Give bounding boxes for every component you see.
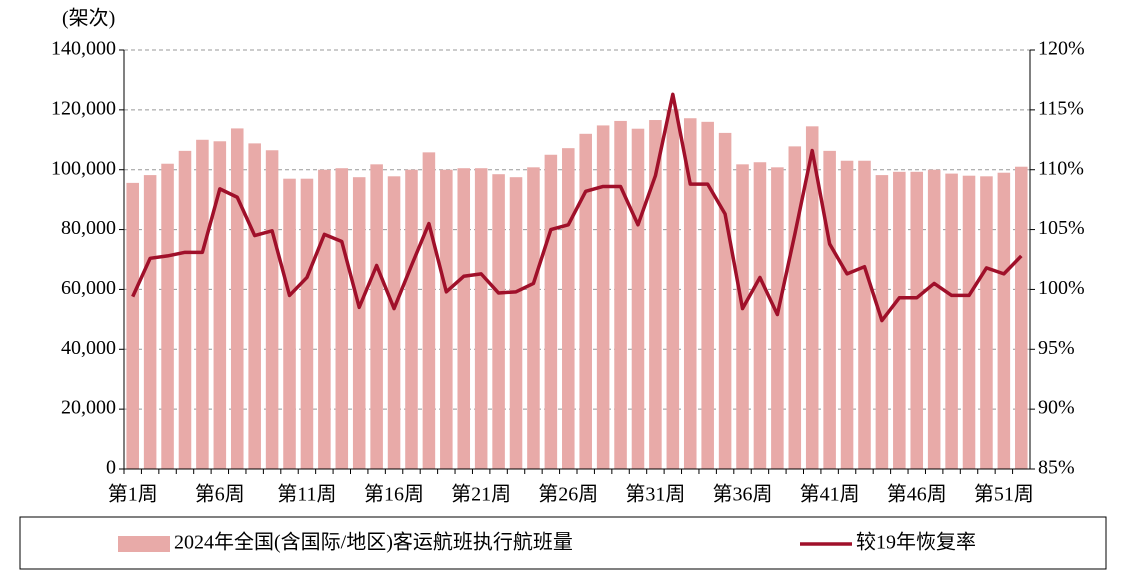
y2-tick-label: 120% <box>1038 38 1085 60</box>
legend-box <box>19 516 1107 570</box>
legend-label: 2024年全国(含国际/地区)客运航班执行航班量 <box>174 531 573 554</box>
bar <box>962 175 976 469</box>
bar <box>474 168 488 470</box>
y-tick-label: 100,000 <box>51 157 116 179</box>
y-tick-label: 60,000 <box>61 277 116 299</box>
bar <box>265 150 279 469</box>
y2-tick-label: 95% <box>1038 337 1075 359</box>
bar <box>718 132 732 469</box>
bar <box>161 163 174 469</box>
bar <box>788 146 802 469</box>
bar <box>440 169 453 469</box>
x-tick-label: 第36周 <box>713 483 773 506</box>
y-axis-label: (架次) <box>62 7 115 30</box>
x-tick-label: 第26周 <box>538 483 598 506</box>
bar <box>143 175 157 469</box>
bar <box>771 167 784 469</box>
line <box>131 92 1023 323</box>
bar <box>230 128 244 470</box>
bar <box>527 167 540 469</box>
bar <box>422 152 436 469</box>
bar <box>805 126 819 469</box>
x-tick-label: 第31周 <box>625 483 685 506</box>
bar <box>387 176 401 469</box>
bar <box>596 125 610 470</box>
bar <box>927 169 941 469</box>
bar <box>683 118 697 469</box>
y2-tick-label: 90% <box>1038 397 1075 419</box>
x-tick-label: 第51周 <box>974 483 1034 506</box>
bar <box>300 178 314 469</box>
bar <box>562 148 575 469</box>
bar <box>492 174 505 470</box>
x-tick-label: 第46周 <box>887 483 947 506</box>
bar <box>701 121 714 469</box>
y2-tick-label: 110% <box>1038 157 1084 179</box>
y2-tick-label: 85% <box>1038 457 1075 479</box>
bar <box>736 164 749 469</box>
x-tick-label: 第6周 <box>195 483 245 506</box>
bar <box>405 169 418 469</box>
x-tick-label: 第21周 <box>451 483 511 506</box>
bar <box>283 178 296 469</box>
bar <box>614 120 627 469</box>
bar <box>666 109 680 469</box>
y-tick-label: 140,000 <box>51 38 116 60</box>
bar <box>579 133 592 470</box>
bar <box>631 128 645 469</box>
legend-swatch <box>118 536 170 552</box>
bar <box>1015 166 1028 469</box>
x-tick-label: 第16周 <box>364 483 424 506</box>
bar <box>335 168 349 470</box>
bar <box>457 168 471 470</box>
bar <box>178 150 192 469</box>
x-tick-label: 第1周 <box>108 483 158 506</box>
bar <box>213 141 227 469</box>
y-tick-label: 120,000 <box>51 97 116 119</box>
bar <box>840 160 854 469</box>
legend-label: 较19年恢复率 <box>856 531 976 554</box>
bar <box>352 177 366 470</box>
bar <box>893 171 906 470</box>
x-tick-label: 第41周 <box>800 483 860 506</box>
bar <box>997 172 1011 469</box>
bar <box>910 171 924 470</box>
y2-tick-label: 105% <box>1038 217 1085 239</box>
bar <box>196 139 209 470</box>
bar <box>318 169 331 469</box>
y2-tick-label: 100% <box>1038 277 1085 299</box>
bar <box>753 162 767 469</box>
bar <box>858 160 871 469</box>
y2-tick-label: 115% <box>1038 97 1084 119</box>
x-tick-label: 第11周 <box>277 483 336 506</box>
bar <box>945 173 958 470</box>
bar <box>370 164 383 469</box>
bar <box>248 143 261 469</box>
bar <box>509 177 523 470</box>
bar <box>980 176 993 469</box>
y-tick-label: 40,000 <box>61 337 116 359</box>
bar <box>649 120 662 469</box>
y-tick-label: 80,000 <box>61 217 116 239</box>
y-tick-label: 20,000 <box>61 397 116 419</box>
bar <box>823 150 836 469</box>
bar <box>126 182 139 469</box>
bar <box>544 154 558 469</box>
y-tick-label: 0 <box>106 457 116 479</box>
